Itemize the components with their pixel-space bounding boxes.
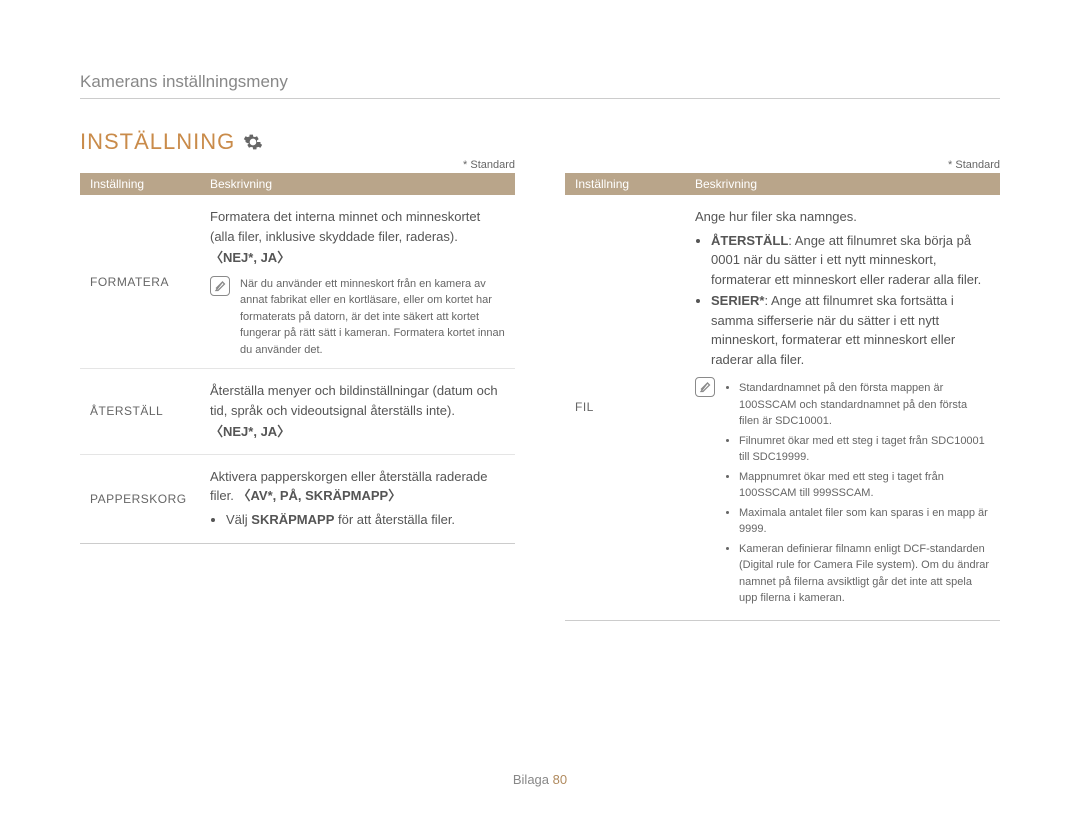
note-list: Standardnamnet på den första mappen är 1…	[725, 377, 990, 610]
note-text: När du använder ett minneskort från en k…	[240, 276, 505, 359]
desc-item: SERIER*: Ange att filnumret ska fortsätt…	[711, 291, 990, 369]
note-item: Maximala antalet filer som kan sparas i …	[739, 505, 990, 538]
footer-page: 80	[553, 772, 567, 787]
desc-bullet: Välj SKRÄPMAPP för att återställa filer.	[226, 510, 505, 530]
note-icon	[695, 377, 715, 397]
row-label: FIL	[565, 195, 685, 620]
th-description: Beskrivning	[200, 173, 515, 195]
row-label: PAPPERSKORG	[80, 454, 200, 544]
note-row: När du använder ett minneskort från en k…	[210, 276, 505, 359]
table-row: ÅTERSTÄLL Återställa menyer och bildinst…	[80, 369, 515, 455]
note-item: Standardnamnet på den första mappen är 1…	[739, 380, 990, 430]
row-desc: Ange hur filer ska namnges. ÅTERSTÄLL: A…	[685, 195, 1000, 620]
page-footer: Bilaga 80	[0, 772, 1080, 787]
row-label: ÅTERSTÄLL	[80, 369, 200, 455]
table-row: FORMATERA Formatera det interna minnet o…	[80, 195, 515, 369]
note-icon	[210, 276, 230, 296]
th-setting: Inställning	[565, 173, 685, 195]
left-settings-table: Inställning Beskrivning FORMATERA Format…	[80, 173, 515, 544]
section-title-text: INSTÄLLNING	[80, 129, 235, 155]
row-label: FORMATERA	[80, 195, 200, 369]
section-title: INSTÄLLNING	[80, 129, 515, 155]
note-item: Mappnumret ökar med ett steg i taget frå…	[739, 469, 990, 502]
th-setting: Inställning	[80, 173, 200, 195]
gear-icon	[243, 132, 263, 152]
th-description: Beskrivning	[685, 173, 1000, 195]
note-item: Kameran definierar filnamn enligt DCF-st…	[739, 541, 990, 607]
row-desc: Aktivera papperskorgen eller återställa …	[200, 454, 515, 544]
desc-text: Återställa menyer och bildinställningar …	[210, 381, 505, 420]
breadcrumb: Kamerans inställningsmeny	[80, 72, 1000, 99]
desc-text: Formatera det interna minnet och minnesk…	[210, 207, 505, 246]
note-row: Standardnamnet på den första mappen är 1…	[695, 377, 990, 610]
right-settings-table: Inställning Beskrivning FIL Ange hur fil…	[565, 173, 1000, 621]
note-item: Filnumret ökar med ett steg i taget från…	[739, 433, 990, 466]
left-column: INSTÄLLNING * Standard Inställning Beskr…	[80, 129, 515, 621]
desc-item: ÅTERSTÄLL: Ange att filnumret ska börja …	[711, 231, 990, 290]
desc-intro: Ange hur filer ska namnges.	[695, 207, 990, 227]
desc-options: 〈NEJ*, JA〉	[210, 422, 505, 442]
row-desc: Formatera det interna minnet och minnesk…	[200, 195, 515, 369]
desc-text: Aktivera papperskorgen eller återställa …	[210, 467, 505, 506]
table-row: PAPPERSKORG Aktivera papperskorgen eller…	[80, 454, 515, 544]
footer-label: Bilaga	[513, 772, 549, 787]
right-column: * Standard Inställning Beskrivning FIL A…	[565, 129, 1000, 621]
standard-note-right: * Standard	[565, 159, 1000, 171]
table-row: FIL Ange hur filer ska namnges. ÅTERSTÄL…	[565, 195, 1000, 620]
standard-note-left: * Standard	[80, 159, 515, 171]
row-desc: Återställa menyer och bildinställningar …	[200, 369, 515, 455]
desc-options: 〈NEJ*, JA〉	[210, 248, 505, 268]
